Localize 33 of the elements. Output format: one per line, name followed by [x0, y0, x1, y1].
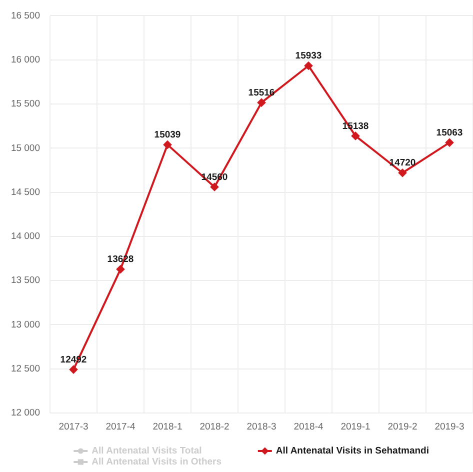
point: [398, 168, 406, 177]
y-tick-label: 16 000: [10, 54, 40, 66]
point: [164, 140, 172, 149]
x-tick-label: 2019-1: [340, 421, 370, 432]
point: [352, 132, 360, 140]
y-tick-label: 12 500: [10, 363, 40, 374]
x-tick-label: 2017-4: [106, 421, 136, 432]
y-tick-label: 15 000: [10, 142, 40, 154]
x-tick-label: 2017-3: [58, 421, 88, 432]
data-label: 15063: [436, 127, 463, 138]
y-tick-label: 14 500: [10, 186, 40, 198]
data-label: 15933: [295, 50, 322, 62]
x-tick-label: 2019-3: [434, 421, 464, 432]
x-tick-label: 2018-3: [246, 421, 276, 432]
point: [258, 98, 266, 107]
point: [304, 62, 312, 70]
y-tick-label: 14 000: [10, 231, 40, 242]
point: [70, 366, 78, 374]
x-tick-label: 2019-2: [388, 421, 418, 432]
y-tick-label: 13 500: [10, 275, 40, 286]
point: [446, 138, 454, 147]
legend-label: All Antenatal Visits in Sehatmandi: [276, 446, 429, 457]
x-tick-label: 2018-2: [200, 421, 230, 432]
y-tick-label: 16 500: [10, 10, 40, 22]
point: [210, 182, 218, 191]
y-tick-label: 13 000: [10, 319, 40, 330]
x-tick-label: 2018-4: [294, 421, 324, 432]
point: [116, 265, 124, 274]
x-tick-label: 2018-1: [152, 421, 182, 432]
y-tick-label: 12 000: [10, 408, 40, 419]
data-label: 15039: [154, 130, 181, 141]
y-tick-label: 15 500: [10, 98, 40, 110]
data-label: 14720: [389, 158, 416, 169]
